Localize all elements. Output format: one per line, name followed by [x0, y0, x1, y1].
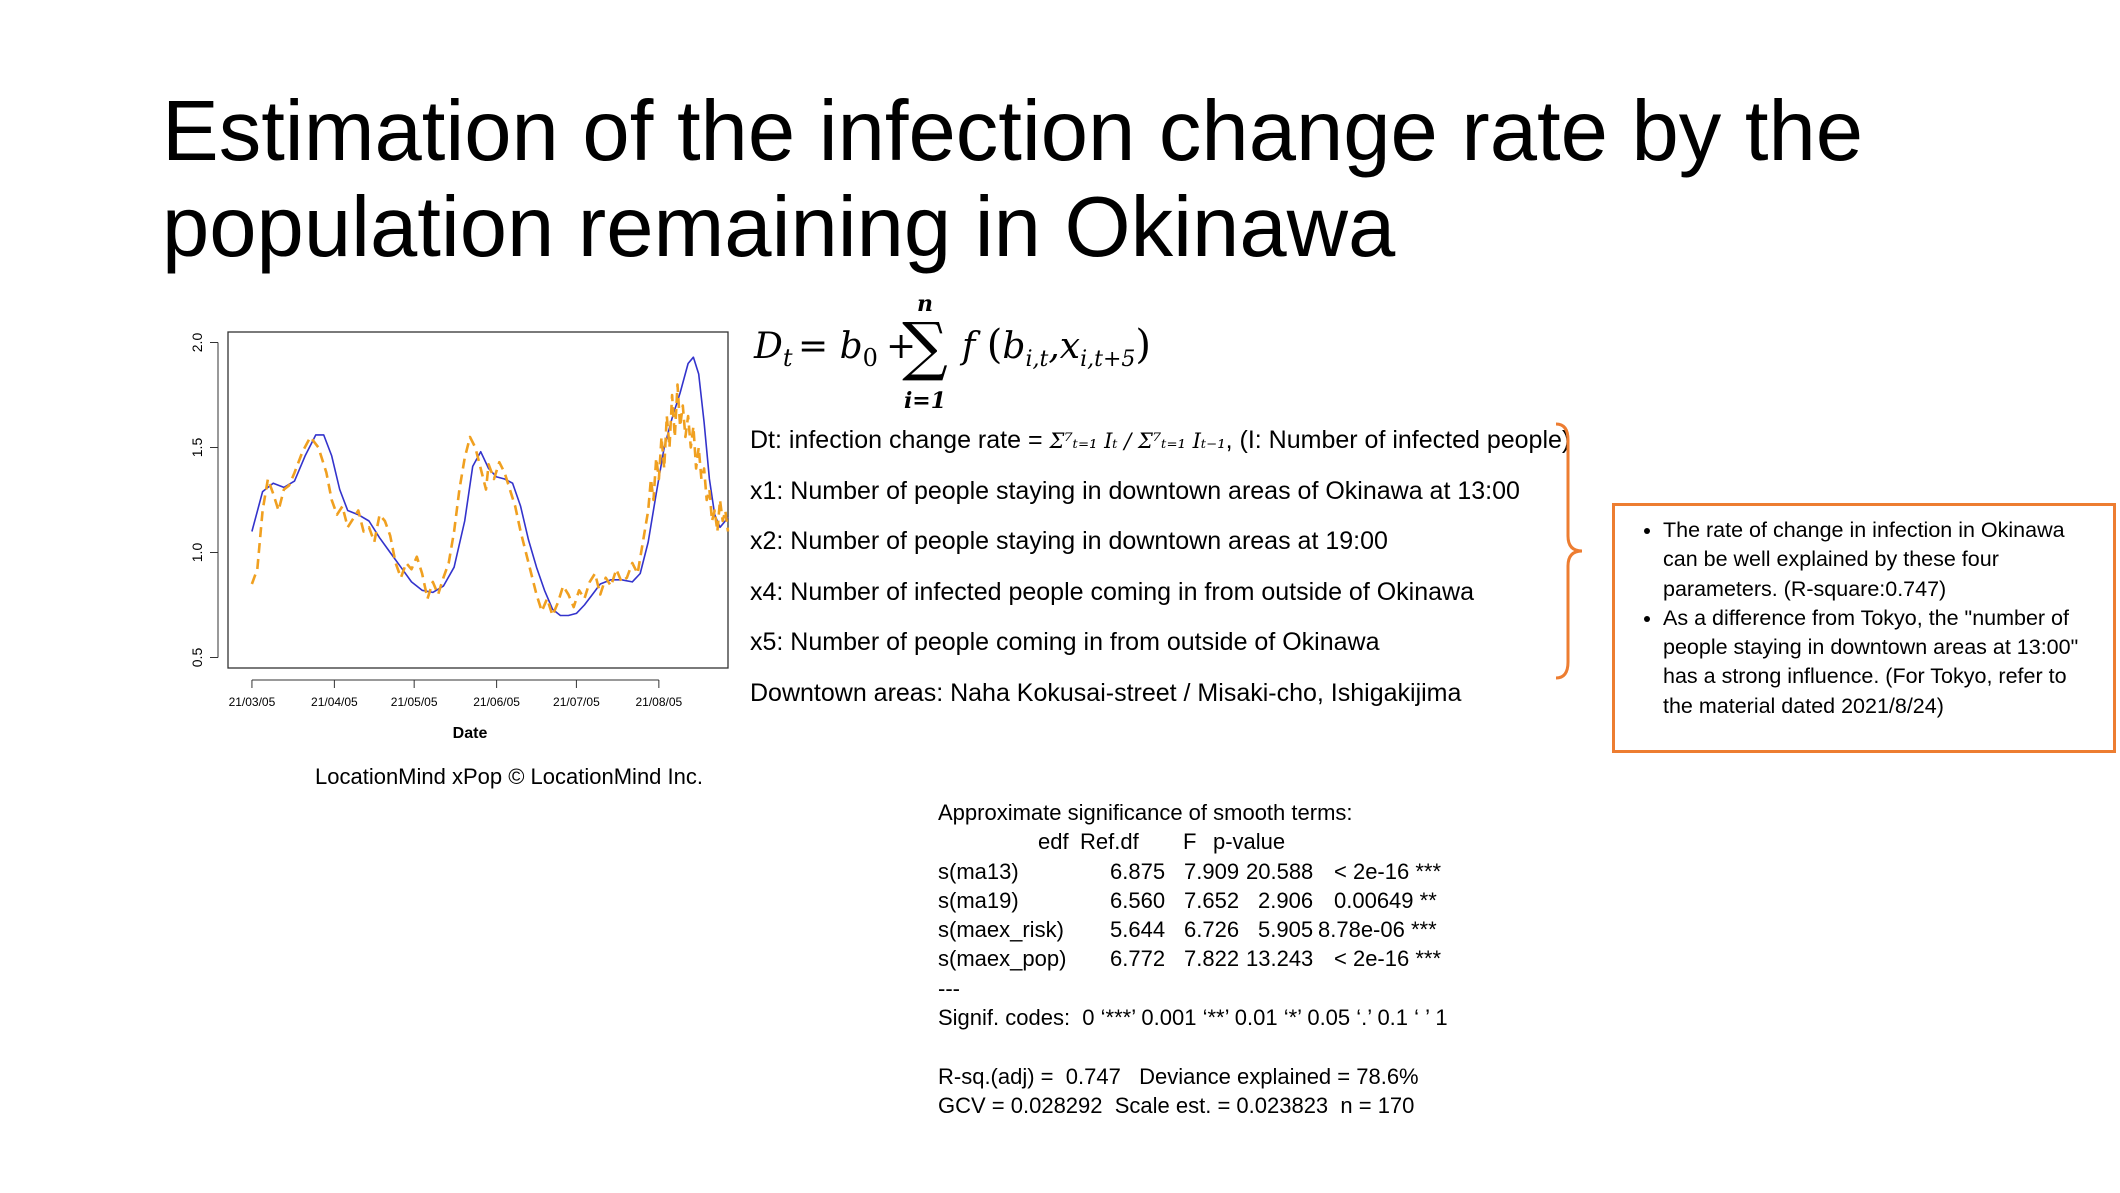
def-x4: x4: Number of infected people coming in … — [750, 577, 1474, 606]
row-p: < 2e-16 *** — [1334, 946, 1442, 972]
row-refdf: 7.652 — [1184, 887, 1240, 913]
chart-y-tick-label: 2.0 — [189, 333, 205, 353]
chart-plot-frame — [227, 331, 729, 669]
def-x2: x2: Number of people staying in downtown… — [750, 527, 1388, 555]
sum-symbol-icon: ∑ — [902, 310, 948, 384]
formula-arg1-sub: i,t — [1025, 347, 1048, 372]
row-edf: 6.875 — [1110, 858, 1166, 884]
table-row: s(ma19) 6.560 7.652 2.906 0.00649 ** — [938, 886, 1448, 915]
formula-arg2: x — [1060, 326, 1080, 367]
formula-arg2-sub: i,t+5 — [1080, 347, 1135, 372]
row-refdf: 7.909 — [1184, 858, 1240, 884]
chart-x-axis-label: Date — [453, 725, 488, 742]
slide-title-line-1: Estimation of the infection change rate … — [162, 84, 1864, 179]
row-term: s(ma19) — [938, 887, 1019, 913]
row-edf: 6.560 — [1110, 887, 1166, 913]
stats-heading: Approximate significance of smooth terms… — [938, 800, 1353, 825]
model-statistics: Approximate significance of smooth terms… — [938, 798, 1448, 1120]
row-f: 5.905 — [1258, 917, 1314, 943]
row-refdf: 6.726 — [1184, 917, 1240, 943]
row-p: 8.78e-06 *** — [1318, 917, 1437, 943]
formula-plus: + — [886, 326, 916, 367]
def-dt: Dt: infection change rate = Σ⁷ₜ₌₁ Iₜ / Σ… — [750, 420, 1570, 471]
chart-x-tick-label: 21/08/05 — [635, 695, 682, 709]
slide-title-line-2: population remaining in Okinawa — [162, 180, 1396, 275]
formula-eq: = b — [798, 326, 863, 367]
table-row: s(maex_pop) 6.772 7.822 13.243 < 2e-16 *… — [938, 944, 1448, 973]
callout-bullet-1: The rate of change in infection in Okina… — [1663, 516, 2099, 604]
right-brace-icon — [1555, 422, 1583, 680]
svg-text:= b0: = b0 — [798, 326, 878, 372]
row-edf: 5.644 — [1110, 917, 1166, 943]
observed-rate-line — [250, 383, 730, 617]
summary-callout: The rate of change in infection in Okina… — [1612, 503, 2116, 753]
formula-arg1: b — [1002, 326, 1025, 367]
formula-func: f — [959, 326, 981, 367]
row-f: 13.243 — [1246, 946, 1314, 972]
chart-y-tick-label: 0.5 — [189, 648, 205, 668]
chart-y-tick-label: 1.5 — [189, 438, 205, 458]
stats-signif-codes: Signif. codes: 0 ‘***’ 0.001 ‘**’ 0.01 ‘… — [938, 1005, 1448, 1031]
row-term: s(maex_pop) — [938, 946, 1067, 972]
row-f: 20.588 — [1246, 858, 1314, 884]
formula-sum-top: n — [917, 291, 933, 317]
stats-gcv: GCV = 0.028292 Scale est. = 0.023823 n =… — [938, 1092, 1415, 1118]
row-refdf: 7.822 — [1184, 946, 1240, 972]
def-dt-prefix: Dt: infection change rate = — [750, 426, 1050, 454]
callout-bullet-2: As a difference from Tokyo, the "number … — [1663, 604, 2099, 721]
formula-lhs-sub: t — [783, 344, 793, 372]
row-term: s(ma13) — [938, 858, 1019, 884]
variable-definitions: Dt: infection change rate = Σ⁷ₜ₌₁ Iₜ / Σ… — [750, 420, 1570, 723]
formula-comma: , — [1048, 326, 1059, 367]
col-f: F — [1183, 829, 1197, 855]
chart-y-tick-label: 1.0 — [189, 543, 205, 563]
def-dt-formula: Σ⁷ₜ₌₁ Iₜ / Σ⁷ₜ₌₁ Iₜ₋₁ — [1049, 429, 1226, 453]
model-formula: Dt = b0 + n ∑ i=1 f (bi,t,xi,t+5) — [753, 291, 1151, 414]
row-term: s(maex_risk) — [938, 917, 1064, 943]
col-pvalue: p-value — [1213, 829, 1286, 855]
stats-column-headers: edf Ref.df F p-value — [938, 827, 1448, 856]
table-row: s(maex_risk) 5.644 6.726 5.905 8.78e-06 … — [938, 915, 1448, 944]
row-edf: 6.772 — [1110, 946, 1166, 972]
fitted-rate-line — [251, 356, 729, 617]
svg-text:Dt: Dt — [753, 326, 793, 372]
def-x5: x5: Number of people coming in from outs… — [750, 628, 1380, 656]
col-edf: edf — [1038, 829, 1069, 855]
def-dt-suffix: , (I: Number of infected people) — [1225, 426, 1571, 454]
formula-lhs: D — [753, 326, 783, 367]
chart-x-tick-label: 21/03/05 — [229, 695, 276, 709]
chart-x-tick-label: 21/07/05 — [553, 695, 600, 709]
chart-x-tick-label: 21/05/05 — [391, 695, 438, 709]
chart-x-tick-label: 21/06/05 — [473, 695, 520, 709]
table-row: s(ma13) 6.875 7.909 20.588 < 2e-16 *** — [938, 857, 1448, 886]
slide-title: Estimation of the infection change rate … — [162, 84, 2062, 276]
def-x1: x1: Number of people staying in downtown… — [750, 476, 1520, 505]
row-f: 2.906 — [1258, 887, 1314, 913]
svg-text:f (bi,t,xi,t+5): f (bi,t,xi,t+5) — [959, 322, 1151, 372]
def-downtown: Downtown areas: Naha Kokusai-street / Mi… — [750, 678, 1462, 707]
formula-sum-bottom: i=1 — [904, 388, 946, 414]
chart-x-tick-label: 21/04/05 — [311, 695, 358, 709]
stats-rsq: R-sq.(adj) = 0.747 Deviance explained = … — [938, 1063, 1419, 1089]
stats-separator: --- — [938, 975, 960, 1001]
col-refdf: Ref.df — [1080, 829, 1139, 855]
row-p: < 2e-16 *** — [1334, 858, 1442, 884]
formula-b-sub: 0 — [863, 344, 878, 372]
infection-rate-chart: 0.5 1.0 1.5 2.0 21/03/05 21/04/05 21/05/05 21/… — [189, 331, 730, 742]
row-p: 0.00649 ** — [1334, 887, 1437, 913]
data-credit: LocationMind xPop © LocationMind Inc. — [315, 764, 703, 789]
stats-blank-line — [938, 1032, 1448, 1061]
